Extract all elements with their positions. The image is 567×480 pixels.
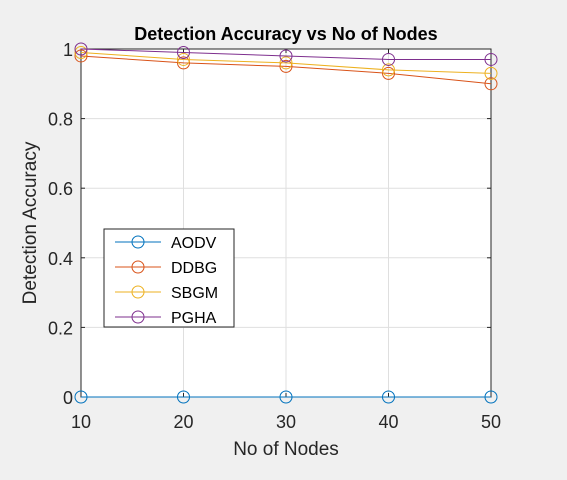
- legend-marker-ddbg: [131, 260, 145, 274]
- data-point-aodv: [382, 390, 395, 404]
- data-point-pgha: [382, 52, 395, 66]
- series-sbgm: [74, 45, 498, 80]
- chart-title: Detection Accuracy vs No of Nodes: [134, 24, 437, 44]
- series-line-ddbg: [80, 55, 492, 85]
- data-point-sbgm: [382, 63, 395, 77]
- series-ddbg: [74, 49, 498, 91]
- x-tick-label: 40: [378, 412, 398, 432]
- legend-item-pgha: PGHA: [115, 310, 217, 327]
- data-point-sbgm: [484, 66, 498, 80]
- series-layer: [74, 42, 498, 404]
- x-axis-label: No of Nodes: [233, 439, 339, 460]
- data-point-ddbg: [177, 56, 190, 70]
- y-tick-label: 0.8: [48, 110, 73, 130]
- legend-box: [103, 228, 235, 328]
- series-line-pgha: [80, 48, 491, 60]
- data-point-sbgm: [177, 52, 190, 66]
- data-point-aodv: [177, 390, 190, 404]
- data-point-ddbg: [484, 77, 498, 91]
- x-tick-label: 10: [71, 412, 91, 432]
- data-point-pgha: [74, 42, 88, 56]
- data-point-sbgm: [279, 56, 293, 70]
- data-point-aodv: [74, 390, 88, 404]
- legend-label-pgha: PGHA: [171, 310, 217, 327]
- y-tick-label: 1: [63, 40, 73, 60]
- y-tick-label: 0: [63, 388, 73, 408]
- legend: AODV DDBG SBGM PGHA: [103, 228, 235, 328]
- series-aodv: [74, 390, 498, 404]
- legend-label-ddbg: DDBG: [171, 260, 217, 277]
- data-point-ddbg: [382, 66, 395, 80]
- legend-marker-aodv: [131, 235, 145, 249]
- legend-item-sbgm: SBGM: [115, 285, 218, 302]
- series-line-sbgm: [80, 51, 492, 74]
- data-point-sbgm: [74, 45, 88, 59]
- x-tick-label: 20: [173, 412, 193, 432]
- y-tick-label: 0.2: [48, 318, 73, 338]
- legend-label-sbgm: SBGM: [171, 285, 218, 302]
- y-tick-label: 0.4: [48, 249, 73, 269]
- legend-item-ddbg: DDBG: [115, 260, 217, 277]
- legend-item-aodv: AODV: [115, 235, 217, 252]
- data-point-aodv: [484, 390, 498, 404]
- data-point-ddbg: [74, 49, 88, 63]
- data-point-ddbg: [279, 59, 293, 73]
- series-pgha: [74, 42, 498, 66]
- data-point-aodv: [279, 390, 293, 404]
- legend-marker-pgha: [131, 310, 145, 324]
- data-point-pgha: [484, 52, 498, 66]
- tick-labels: 10 20 30 40 50 0 0.2 0.4 0.6 0.8 1: [48, 40, 501, 432]
- legend-label-aodv: AODV: [171, 235, 217, 252]
- x-tick-label: 50: [481, 412, 501, 432]
- data-point-pgha: [279, 49, 293, 63]
- legend-marker-sbgm: [131, 285, 145, 299]
- y-axis-label: Detection Accuracy: [20, 141, 41, 304]
- data-point-pgha: [177, 45, 190, 59]
- y-tick-label: 0.6: [48, 179, 73, 199]
- x-tick-label: 30: [276, 412, 296, 432]
